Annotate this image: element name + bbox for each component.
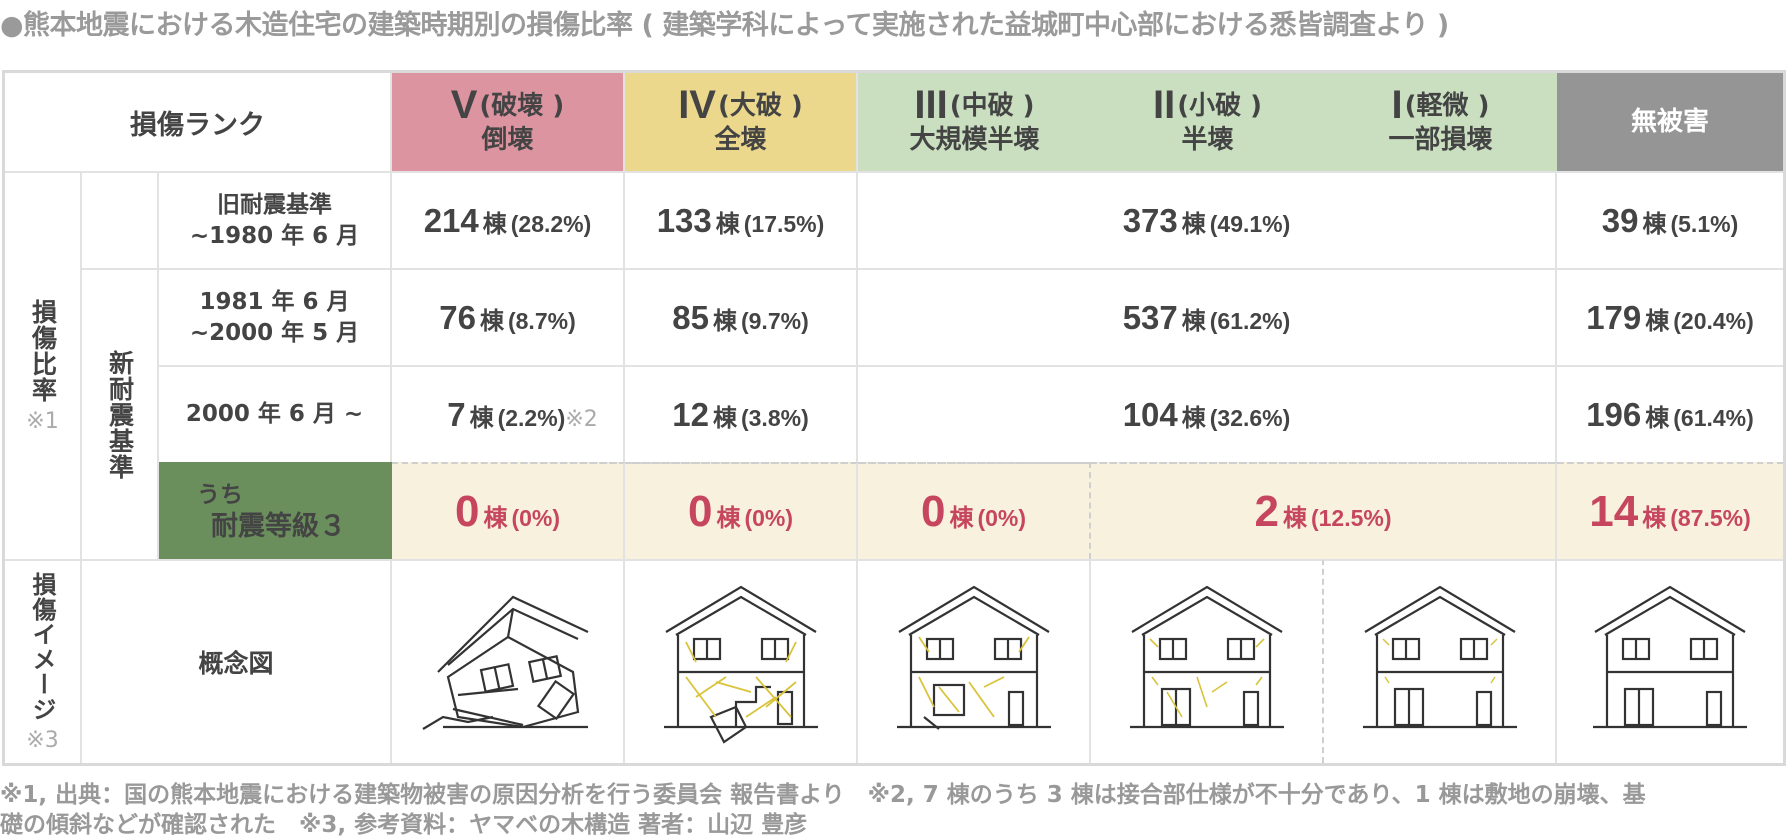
damage-table: 損傷ランク V(破壊 ) 倒壊 IV(大破 ) 全壊 III(中破 ) 大規模半…: [2, 70, 1786, 766]
value-count: 537 棟 (61.2%): [1122, 298, 1291, 336]
value-count: 14 棟 (87.5%): [1589, 486, 1751, 536]
grade3-label-cell: うち 耐震等級３: [159, 462, 392, 559]
value-count: 7 棟 (2.2%)※2: [447, 395, 598, 433]
period-cell-2000: 2000 年 6 月 ~: [159, 365, 392, 462]
page-title: ●熊本地震における木造住宅の建築時期別の損傷比率 ( 建築学科によって実施された…: [0, 10, 1449, 41]
period-label: 旧耐震基準: [217, 191, 332, 218]
value-cell-none: 179 棟 (20.4%): [1557, 268, 1783, 365]
value-cell-iii-ii-i: 104 棟 (32.6%): [858, 365, 1557, 462]
new-standard-label: 新耐震基準: [105, 349, 135, 480]
grade3-label-line1: うち: [197, 481, 243, 508]
grade3-value-none: 14 棟 (87.5%): [1557, 462, 1783, 559]
value-cell-iv: 12 棟 (3.8%): [625, 365, 858, 462]
value-count: 104 棟 (32.6%): [1122, 395, 1291, 433]
concept-label: 概念図: [198, 649, 274, 678]
value-count: 373 棟 (49.1%): [1122, 201, 1291, 239]
concept-label-cell: 概念図: [82, 559, 392, 763]
value-count: 12 棟 (3.8%): [672, 395, 809, 433]
footnote-line-2: 礎の傾斜などが確認された ※3, 参考資料：ヤマベの木構造 著者：山辺 豊彦: [0, 812, 808, 838]
value-cell-none: 39 棟 (5.1%): [1557, 171, 1783, 268]
value-cell-v: 76 棟 (8.7%): [392, 268, 625, 365]
new-standard-side-label: 新耐震基準: [82, 268, 159, 559]
value-count: 76 棟 (8.7%): [439, 298, 576, 336]
moderately-damaged-house-icon: [858, 559, 1091, 763]
old-standard-spacer: [82, 171, 159, 268]
rank-i-title: I(軽微 ): [1391, 82, 1490, 127]
rank-none-header: 無被害: [1557, 73, 1783, 171]
value-count: 0 棟 (0%): [920, 486, 1027, 536]
period-label: ~2000 年 5 月: [189, 319, 360, 346]
value-cell-iv: 133 棟 (17.5%): [625, 171, 858, 268]
damage-image-label: 損傷イメージ: [28, 571, 56, 722]
value-count: 85 棟 (9.7%): [672, 298, 809, 336]
period-label: ~1980 年 6 月: [189, 222, 360, 249]
grade3-value-ii-i: 2 棟 (12.5%): [1091, 462, 1557, 559]
damage-image-note: ※3: [26, 727, 59, 753]
rank-header-label-cell: 損傷ランク: [5, 73, 392, 171]
value-count: 133 棟 (17.5%): [656, 201, 825, 239]
collapsed-house-icon: [392, 559, 625, 763]
rank-iv-title: IV(大破 ): [678, 82, 803, 127]
period-cell-1981: 1981 年 6 月 ~2000 年 5 月: [159, 268, 392, 365]
heavily-damaged-house-icon: [625, 559, 858, 763]
rank-header-label: 損傷ランク: [130, 109, 265, 141]
value-cell-iii-ii-i: 537 棟 (61.2%): [858, 268, 1557, 365]
period-cell-old: 旧耐震基準 ~1980 年 6 月: [159, 171, 392, 268]
period-label: 1981 年 6 月: [199, 288, 350, 315]
footnote-ref: ※2: [565, 406, 598, 432]
rank-iii-header: III(中破 ) 大規模半壊: [858, 73, 1091, 171]
undamaged-house-icon: [1557, 559, 1783, 763]
rank-green-header-bg: [858, 73, 1557, 171]
value-cell-v: 7 棟 (2.2%)※2: [392, 365, 625, 462]
value-cell-iv: 85 棟 (9.7%): [625, 268, 858, 365]
rank-iii-subtitle: 大規模半壊: [909, 124, 1040, 155]
rank-ii-title: II(小破 ): [1152, 82, 1263, 127]
value-cell-v: 214 棟 (28.2%): [392, 171, 625, 268]
value-count: 214 棟 (28.2%): [423, 201, 592, 239]
rank-v-title: V(破壊 ): [450, 82, 565, 127]
rank-ii-header: II(小破 ) 半壊: [1091, 73, 1324, 171]
footnotes: ※1, 出典：国の熊本地震における建築物被害の原因分析を行う委員会 報告書より …: [0, 780, 1792, 840]
value-count: 0 棟 (0%): [454, 486, 561, 536]
rank-iii-title: III(中破 ): [914, 82, 1035, 127]
value-count: 0 棟 (0%): [687, 486, 794, 536]
rank-i-header: I(軽微 ) 一部損壊: [1324, 73, 1557, 171]
rank-iv-subtitle: 全壊: [714, 124, 767, 155]
value-count: 179 棟 (20.4%): [1586, 298, 1754, 336]
damage-ratio-side-label: 損傷比率 ※1: [5, 171, 82, 559]
value-count: 196 棟 (61.4%): [1586, 395, 1754, 433]
damage-ratio-note: ※1: [26, 408, 59, 434]
damage-ratio-label: 損傷比率: [28, 298, 58, 403]
minor-damage-house-icon: [1324, 559, 1557, 763]
rank-i-subtitle: 一部損壊: [1388, 124, 1493, 155]
rank-iv-header: IV(大破 ) 全壊: [625, 73, 858, 171]
rank-ii-subtitle: 半壊: [1181, 124, 1234, 155]
grade3-value-iv: 0 棟 (0%): [625, 462, 858, 559]
grade3-value-v: 0 棟 (0%): [392, 462, 625, 559]
grade3-label-line2: 耐震等級３: [211, 510, 346, 542]
value-count: 39 棟 (5.1%): [1601, 201, 1739, 239]
rank-v-header: V(破壊 ) 倒壊: [392, 73, 625, 171]
rank-v-subtitle: 倒壊: [481, 124, 534, 155]
slightly-damaged-house-icon: [1091, 559, 1324, 763]
footnote-line-1: ※1, 出典：国の熊本地震における建築物被害の原因分析を行う委員会 報告書より …: [0, 782, 1646, 808]
period-label: 2000 年 6 月 ~: [185, 401, 364, 427]
grade3-value-iii: 0 棟 (0%): [858, 462, 1091, 559]
value-cell-none: 196 棟 (61.4%): [1557, 365, 1783, 462]
value-cell-iii-ii-i: 373 棟 (49.1%): [858, 171, 1557, 268]
damage-image-side-label: 損傷イメージ ※3: [5, 559, 82, 763]
rank-none-title: 無被害: [1630, 107, 1709, 137]
value-count: 2 棟 (12.5%): [1254, 486, 1392, 536]
